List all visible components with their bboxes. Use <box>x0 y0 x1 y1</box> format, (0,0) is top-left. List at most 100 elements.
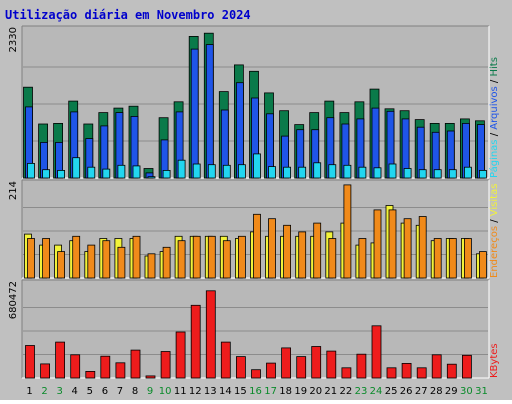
legend-hits: Hits <box>489 57 500 76</box>
bar-kbytes-day-26 <box>401 362 412 379</box>
x-axis-tick-labels: 1 2 3 4 5 6 7 8 9 10 11 12 13 14 15 16 17 18 19 20 21 22 23 24 2… <box>26 386 488 397</box>
bar-paginas-day-22 <box>343 164 352 179</box>
bar-kbytes-day-2 <box>40 363 50 379</box>
bar-paginas-day-19 <box>298 166 307 179</box>
bar-kbytes-day-24 <box>371 325 382 379</box>
panel-visitors: 214 Endereços / Visitas <box>8 179 500 279</box>
x-tick-label: 6 <box>102 386 108 397</box>
x-tick-label: 28 <box>430 386 443 397</box>
panel-traffic: 2330 Páginas / Arquivos / Hits <box>8 25 500 179</box>
bar-kbytes-day-25 <box>386 367 397 379</box>
bar-paginas-day-11 <box>177 159 186 179</box>
bar-paginas-day-27 <box>418 169 427 179</box>
bar-enderecos-day-6 <box>102 240 111 279</box>
x-tick-label: 13 <box>204 386 217 397</box>
bar-kbytes-day-9 <box>145 375 156 379</box>
series-enderecos <box>27 184 487 279</box>
panel-side-labels: KBytes <box>489 343 500 378</box>
x-tick-label: 23 <box>355 386 368 397</box>
bar-kbytes-day-29 <box>446 363 457 379</box>
bar-kbytes-day-6 <box>100 355 111 379</box>
x-tick-label: 3 <box>57 386 63 397</box>
bar-enderecos-day-2 <box>42 238 50 279</box>
bar-paginas-day-24 <box>373 167 382 179</box>
bar-paginas-day-8 <box>132 165 141 179</box>
bar-paginas-day-17 <box>268 166 276 179</box>
bar-paginas-day-13 <box>207 164 216 179</box>
bar-kbytes-day-15 <box>235 356 246 379</box>
bar-paginas-day-20 <box>313 162 322 179</box>
x-tick-label: 9 <box>147 386 153 397</box>
bar-kbytes-day-23 <box>356 353 367 379</box>
bar-arquivos-day-13 <box>205 44 214 179</box>
x-tick-label: 18 <box>279 386 292 397</box>
x-tick-label: 11 <box>174 386 187 397</box>
bar-paginas-day-5 <box>87 166 96 179</box>
bar-paginas-day-6 <box>102 168 111 179</box>
bar-enderecos-day-28 <box>433 238 442 279</box>
x-tick-label: 30 <box>460 386 473 397</box>
bar-enderecos-day-9 <box>147 253 156 279</box>
panel-max-label: 2330 <box>8 27 19 52</box>
bar-enderecos-day-15 <box>237 235 246 279</box>
x-tick-label: 7 <box>117 386 123 397</box>
bar-paginas-day-30 <box>463 166 472 179</box>
bar-enderecos-day-18 <box>283 224 292 279</box>
bar-kbytes-day-12 <box>190 304 201 379</box>
x-tick-label: 10 <box>159 386 172 397</box>
legend-enderecos: Endereços <box>489 226 500 278</box>
bar-paginas-day-9 <box>147 176 156 179</box>
bar-kbytes-day-19 <box>296 356 307 379</box>
bar-enderecos-day-21 <box>328 238 337 279</box>
x-tick-label: 21 <box>324 386 337 397</box>
legend-kbytes: KBytes <box>489 343 500 378</box>
bar-kbytes-day-5 <box>85 370 96 379</box>
bar-paginas-day-3 <box>57 169 65 179</box>
x-tick-label: 22 <box>340 386 353 397</box>
bar-paginas-day-12 <box>192 163 201 179</box>
bar-kbytes-day-22 <box>341 367 352 379</box>
panel-kbytes: 680472 KBytes <box>8 279 500 379</box>
panel-max-label: 680472 <box>8 281 19 319</box>
bar-kbytes-day-13 <box>205 290 216 379</box>
bar-enderecos-day-24 <box>373 209 382 279</box>
x-tick-label: 2 <box>41 386 47 397</box>
bar-paginas-day-31 <box>478 169 487 179</box>
chart-panels: 2330 Páginas / Arquivos / Hits 214 Endereço… <box>8 25 500 379</box>
x-tick-label: 16 <box>249 386 262 397</box>
x-tick-label: 1 <box>26 386 32 397</box>
series-paginas <box>27 153 487 179</box>
bar-kbytes-day-30 <box>461 354 472 379</box>
bar-paginas-day-15 <box>237 164 246 179</box>
bar-kbytes-day-17 <box>266 362 276 379</box>
x-tick-label: 12 <box>189 386 202 397</box>
bar-kbytes-day-18 <box>281 347 292 379</box>
x-tick-label: 19 <box>294 386 307 397</box>
bar-paginas-day-26 <box>403 168 412 179</box>
bar-enderecos-day-10 <box>162 246 171 279</box>
x-tick-label: 14 <box>219 386 232 397</box>
x-tick-label: 27 <box>415 386 428 397</box>
bar-enderecos-day-16 <box>253 213 261 279</box>
x-tick-label: 17 <box>264 386 277 397</box>
series-arquivos <box>25 44 485 179</box>
bar-paginas-day-10 <box>162 169 171 179</box>
bar-arquivos-day-31 <box>476 124 485 179</box>
bar-kbytes-day-14 <box>220 341 231 379</box>
x-tick-label: 29 <box>445 386 458 397</box>
x-tick-label: 20 <box>309 386 322 397</box>
bar-kbytes-day-28 <box>431 354 442 379</box>
x-tick-label: 5 <box>87 386 93 397</box>
bar-paginas-day-2 <box>42 169 50 179</box>
bar-paginas-day-25 <box>388 163 397 179</box>
bar-enderecos-day-3 <box>57 251 65 279</box>
bar-enderecos-day-19 <box>298 231 307 279</box>
bar-kbytes-day-8 <box>130 349 141 379</box>
bar-paginas-day-16 <box>253 153 261 179</box>
panel-plot-area <box>22 280 489 378</box>
x-tick-label: 15 <box>234 386 247 397</box>
bar-paginas-day-18 <box>283 166 292 179</box>
bar-enderecos-day-11 <box>177 240 186 279</box>
bar-paginas-day-7 <box>117 164 126 179</box>
